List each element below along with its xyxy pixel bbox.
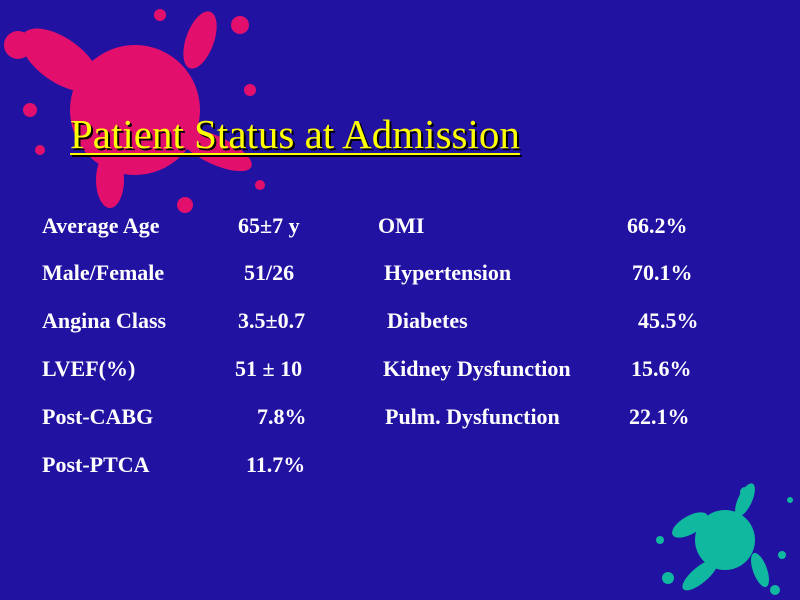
right-value: 45.5% [638, 308, 699, 333]
left-value: 51 ± 10 [235, 356, 303, 381]
left-label: Post-PTCA [42, 452, 150, 477]
left-value: 65±7 y [238, 213, 300, 238]
left-label: Post-CABG [42, 404, 154, 429]
slide-title: Patient Status at Admission [70, 111, 520, 157]
left-label: Average Age [42, 213, 160, 238]
left-value: 7.8% [257, 404, 307, 429]
right-value: 66.2% [627, 213, 688, 238]
left-label: Male/Female [42, 260, 165, 285]
left-value: 3.5±0.7 [238, 308, 306, 333]
right-label: Kidney Dysfunction [383, 356, 571, 381]
right-label: Hypertension [384, 260, 512, 285]
right-label: Pulm. Dysfunction [385, 404, 560, 429]
right-value: 70.1% [632, 260, 693, 285]
right-label: Diabetes [387, 308, 468, 333]
right-label: OMI [378, 213, 425, 238]
right-value: 22.1% [629, 404, 690, 429]
left-label: LVEF(%) [42, 356, 136, 381]
left-value: 11.7% [246, 452, 306, 477]
right-value: 15.6% [631, 356, 692, 381]
left-value: 51/26 [244, 260, 295, 285]
left-label: Angina Class [42, 308, 167, 333]
